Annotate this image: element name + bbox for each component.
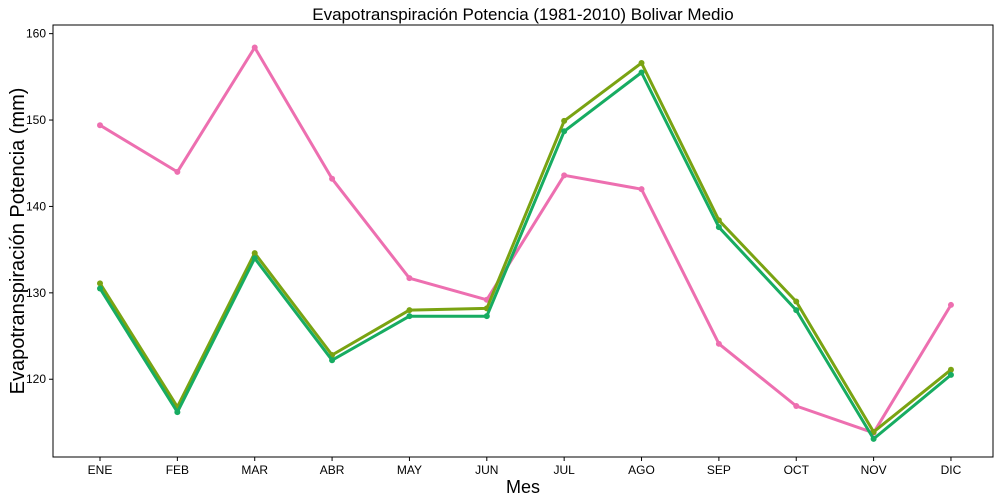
data-point xyxy=(251,250,258,257)
series-layer xyxy=(97,44,954,442)
data-point xyxy=(406,307,413,314)
data-point xyxy=(251,44,258,51)
data-point xyxy=(329,357,336,364)
data-point xyxy=(406,275,413,282)
data-point xyxy=(947,301,954,308)
series-3 xyxy=(97,69,954,442)
x-tick-label: ENE xyxy=(88,463,113,477)
data-point xyxy=(715,224,722,231)
data-point xyxy=(870,428,877,435)
series-1 xyxy=(97,44,954,436)
chart-title: Evapotranspiración Potencia (1981-2010) … xyxy=(312,5,733,24)
x-tick-label: OCT xyxy=(784,463,810,477)
data-point xyxy=(251,255,258,262)
data-point xyxy=(947,371,954,378)
series-line xyxy=(98,61,953,434)
series-line xyxy=(98,46,953,435)
x-tick-label: JUL xyxy=(553,463,575,477)
y-axis: 120 130 140 150 160 xyxy=(26,27,53,386)
x-tick-label: AGO xyxy=(628,463,655,477)
data-point xyxy=(174,168,181,175)
x-tick-label: MAY xyxy=(397,463,422,477)
data-point xyxy=(793,307,800,314)
x-axis: ENE FEB MAR ABR MAY JUN JUL AGO SEP OCT NOV DIC xyxy=(88,457,962,477)
series-line xyxy=(98,71,953,441)
x-tick-label: MAR xyxy=(241,463,268,477)
data-point xyxy=(947,366,954,373)
data-point xyxy=(97,285,103,292)
series-2 xyxy=(97,60,954,435)
x-tick-label: FEB xyxy=(166,463,189,477)
data-point xyxy=(870,435,877,442)
data-point xyxy=(638,186,645,193)
y-tick-label: 140 xyxy=(26,199,46,213)
data-point xyxy=(793,403,800,410)
y-tick-label: 160 xyxy=(26,27,46,41)
data-point xyxy=(406,313,413,320)
x-tick-label: SEP xyxy=(707,463,731,477)
plot-panel xyxy=(52,24,994,458)
data-point xyxy=(638,69,645,76)
x-tick-label: NOV xyxy=(861,463,887,477)
x-tick-label: JUN xyxy=(475,463,498,477)
data-point xyxy=(561,117,568,124)
data-point xyxy=(561,128,568,135)
data-point xyxy=(483,313,490,320)
data-point xyxy=(174,409,181,416)
data-point xyxy=(793,298,800,305)
data-point xyxy=(97,280,103,287)
data-point xyxy=(329,175,336,182)
x-axis-title: Mes xyxy=(506,477,540,497)
x-tick-label: DIC xyxy=(941,463,962,477)
y-tick-label: 130 xyxy=(26,286,46,300)
data-point xyxy=(97,122,103,129)
data-point xyxy=(638,60,645,67)
data-point xyxy=(561,172,568,179)
y-axis-title: Evapotranspiración Potencia (mm) xyxy=(7,88,29,395)
data-point xyxy=(715,340,722,347)
x-tick-label: ABR xyxy=(320,463,345,477)
y-tick-label: 150 xyxy=(26,113,46,127)
y-tick-label: 120 xyxy=(26,372,46,386)
